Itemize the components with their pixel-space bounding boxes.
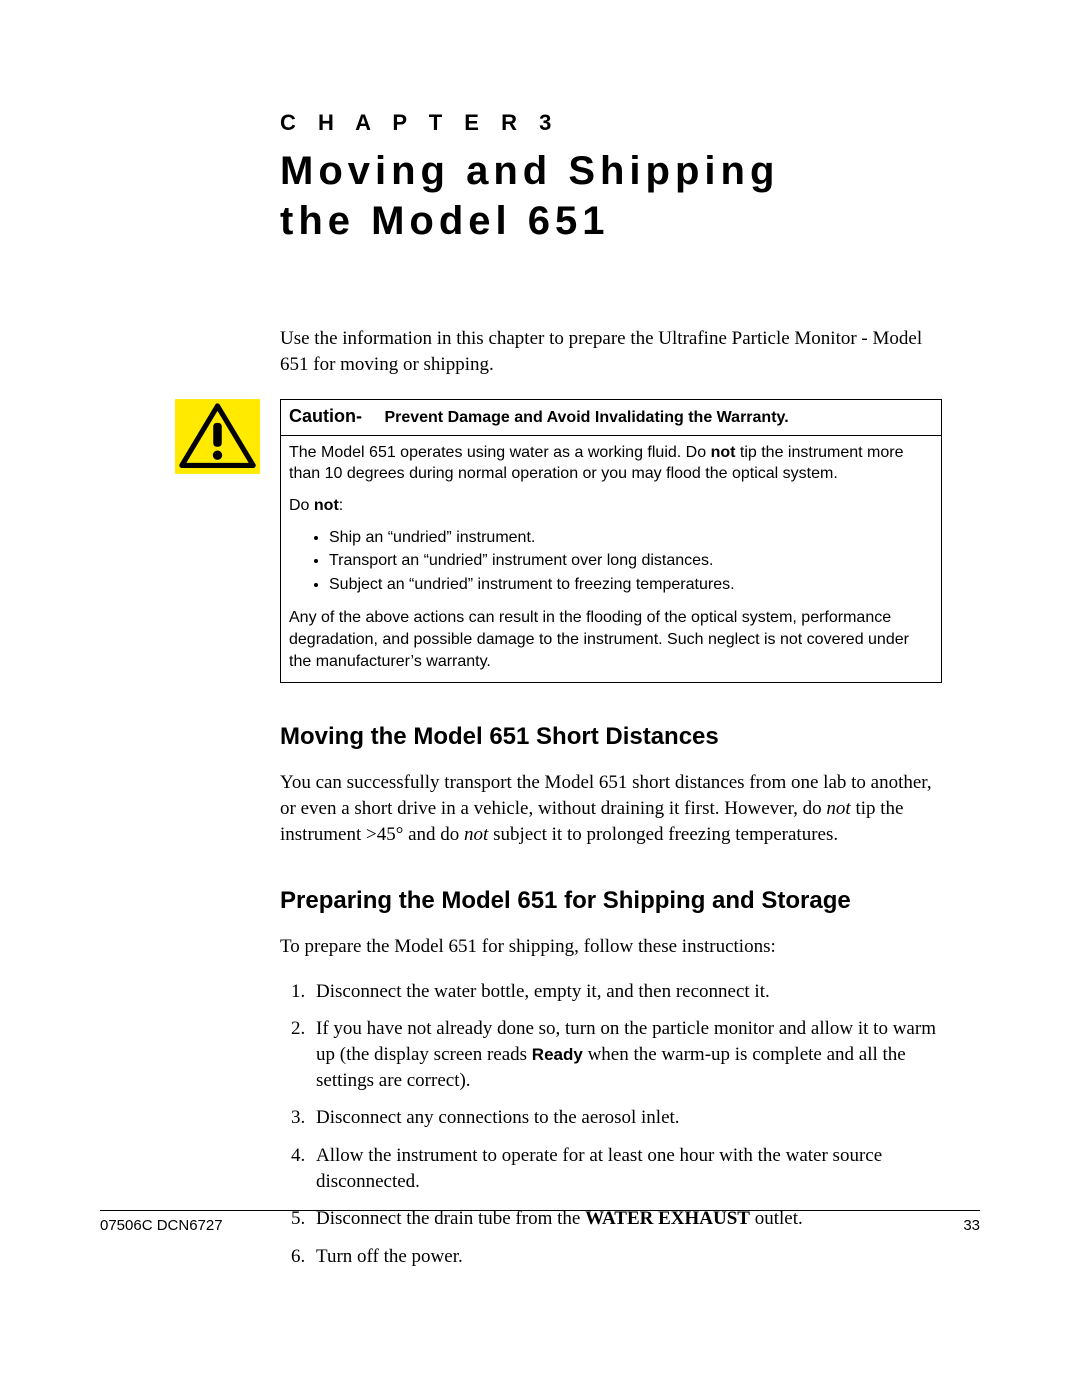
step-2-ready: Ready xyxy=(532,1045,583,1064)
section-title-short-distances: Moving the Model 651 Short Distances xyxy=(280,723,940,751)
page-footer: 07506C DCN6727 33 xyxy=(100,1210,980,1234)
caution-bullets: Ship an “undried” instrument. Transport … xyxy=(289,527,933,596)
caution-donot-line: Do not: xyxy=(289,495,933,517)
section-title-shipping-storage: Preparing the Model 651 for Shipping and… xyxy=(280,887,940,915)
caution-donot-not: not xyxy=(314,497,339,514)
warning-triangle-icon xyxy=(175,399,260,474)
section1-not2: not xyxy=(464,824,488,845)
caution-para1: The Model 651 operates using water as a … xyxy=(289,442,933,485)
caution-body: The Model 651 operates using water as a … xyxy=(281,436,941,682)
chapter-title-line2: the Model 651 xyxy=(280,199,610,243)
caution-subhead: Prevent Damage and Avoid Invalidating th… xyxy=(384,409,788,426)
caution-donot-b: : xyxy=(339,497,343,514)
caution-block: Caution- Prevent Damage and Avoid Invali… xyxy=(280,399,940,683)
section1-body: You can successfully transport the Model… xyxy=(280,770,940,847)
caution-label: Caution- xyxy=(289,406,362,426)
step-4: Allow the instrument to operate for at l… xyxy=(310,1143,940,1194)
caution-donot-a: Do xyxy=(289,497,314,514)
caution-box: Caution- Prevent Damage and Avoid Invali… xyxy=(280,399,942,683)
step-3: Disconnect any connections to the aeroso… xyxy=(310,1105,940,1131)
caution-header: Caution- Prevent Damage and Avoid Invali… xyxy=(281,400,941,436)
caution-not1: not xyxy=(711,444,736,461)
intro-paragraph: Use the information in this chapter to p… xyxy=(280,326,940,377)
footer-pagenum: 33 xyxy=(963,1217,980,1234)
footer-docid: 07506C DCN6727 xyxy=(100,1217,223,1234)
step-6: Turn off the power. xyxy=(310,1244,940,1270)
section1-text-c: subject it to prolonged freezing tempera… xyxy=(488,824,838,845)
caution-bullet: Ship an “undried” instrument. xyxy=(329,527,933,549)
section1-not1: not xyxy=(826,798,850,819)
caution-bullet: Subject an “undried” instrument to freez… xyxy=(329,574,933,596)
section2-intro: To prepare the Model 651 for shipping, f… xyxy=(280,934,940,960)
step-2: If you have not already done so, turn on… xyxy=(310,1016,940,1093)
chapter-label: C H A P T E R 3 xyxy=(280,110,940,136)
caution-bullet: Transport an “undried” instrument over l… xyxy=(329,550,933,572)
step-1: Disconnect the water bottle, empty it, a… xyxy=(310,979,940,1005)
chapter-title-line1: Moving and Shipping xyxy=(280,149,779,193)
caution-para2: Any of the above actions can result in t… xyxy=(289,607,933,672)
caution-para1-a: The Model 651 operates using water as a … xyxy=(289,444,711,461)
chapter-title: Moving and Shipping the Model 651 xyxy=(280,146,940,246)
